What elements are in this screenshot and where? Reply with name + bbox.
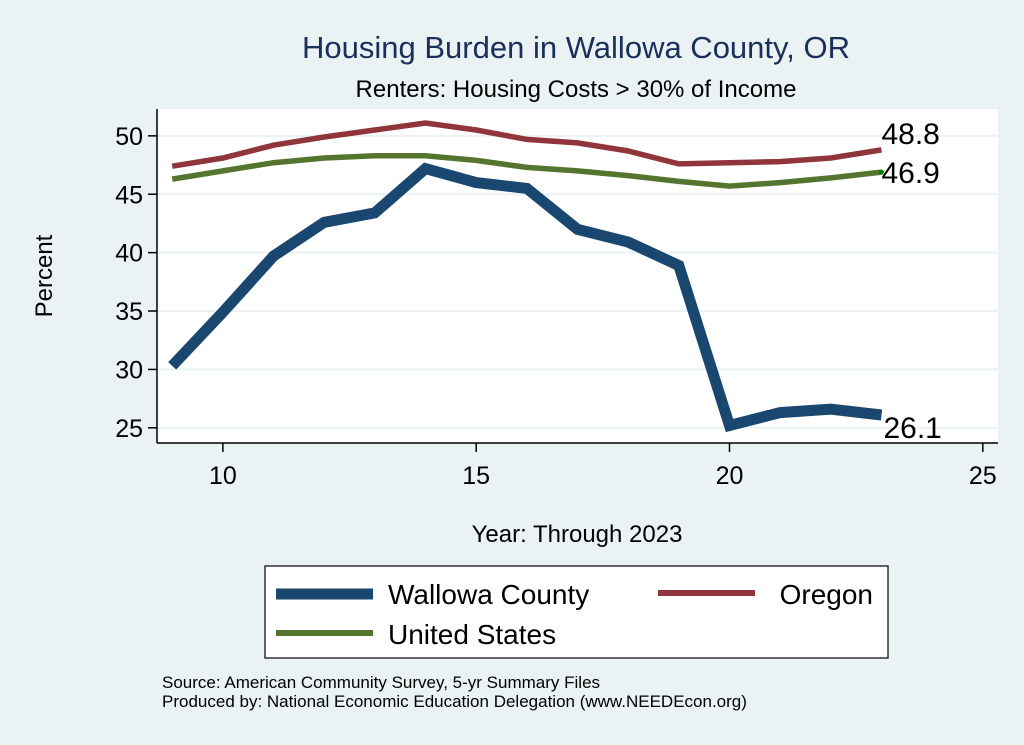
plot-area [157, 109, 998, 443]
x-axis-label: Year: Through 2023 [472, 521, 683, 548]
legend-box [264, 565, 889, 659]
gridlines [157, 134, 998, 429]
chart-title: Housing Burden in Wallowa County, OR [302, 30, 850, 65]
legend-label-oregon: Oregon [780, 579, 873, 610]
x-tick-label: 20 [716, 462, 744, 490]
x-axis-ticks: 10 15 20 25 [209, 443, 997, 490]
y-tick-label: 35 [115, 298, 143, 326]
producer-note: Produced by: National Economic Education… [162, 692, 747, 711]
y-tick-label: 45 [115, 181, 143, 209]
end-label-wallowa-county: 26.1 [883, 412, 941, 445]
legend-label-wallowa: Wallowa County [388, 579, 589, 610]
chart-subtitle: Renters: Housing Costs > 30% of Income [356, 76, 797, 103]
x-tick-label: 15 [462, 462, 490, 490]
end-label-oregon: 48.8 [881, 118, 939, 151]
y-tick-label: 40 [115, 240, 143, 268]
end-label-united-states: 46.9 [881, 157, 939, 190]
legend-label-us: United States [388, 619, 556, 650]
y-tick-label: 50 [115, 123, 143, 151]
us-end-marker [878, 169, 884, 175]
source-note: Source: American Community Survey, 5-yr … [162, 673, 600, 692]
x-tick-label: 10 [209, 462, 237, 490]
series-lines [168, 120, 883, 433]
y-tick-label: 25 [115, 415, 143, 443]
y-tick-label: 30 [115, 356, 143, 384]
legend: Wallowa County Oregon United States [264, 565, 889, 659]
y-axis-ticks: 25 30 35 40 45 50 [115, 123, 157, 443]
x-tick-label: 25 [969, 462, 997, 490]
y-axis-label: Percent [31, 234, 58, 317]
end-labels: 26.1 48.8 46.9 [878, 118, 942, 445]
